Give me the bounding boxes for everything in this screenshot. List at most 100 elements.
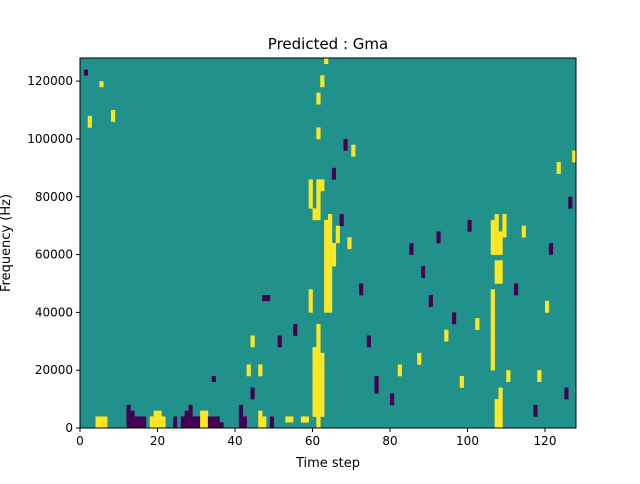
heatmap-cell bbox=[316, 358, 321, 365]
heatmap-cell bbox=[324, 231, 329, 238]
heatmap-cell bbox=[409, 248, 414, 255]
heatmap-cell bbox=[331, 248, 337, 255]
heatmap-cell bbox=[219, 422, 224, 429]
heatmap-cell bbox=[490, 347, 495, 354]
heatmap-cell bbox=[99, 81, 104, 88]
heatmap-cell bbox=[126, 422, 131, 429]
heatmap-cell bbox=[498, 260, 503, 267]
heatmap-cell bbox=[204, 410, 209, 417]
heatmap-cell bbox=[308, 179, 313, 186]
heatmap-cell bbox=[548, 248, 554, 255]
heatmap-cell bbox=[324, 237, 329, 244]
heatmap-cell bbox=[87, 121, 92, 128]
heatmap-cell bbox=[316, 364, 321, 371]
heatmap-cell bbox=[308, 185, 313, 192]
y-tick-label: 0 bbox=[65, 421, 73, 435]
heatmap-cell bbox=[188, 404, 193, 411]
heatmap-cell bbox=[343, 144, 348, 151]
heatmap-cell bbox=[324, 243, 329, 250]
heatmap-cell bbox=[312, 208, 317, 215]
heatmap-cell bbox=[490, 318, 495, 325]
heatmap-cell bbox=[328, 254, 333, 261]
heatmap-cell bbox=[366, 335, 371, 342]
heatmap-cell bbox=[324, 266, 329, 273]
plot-frame bbox=[79, 57, 577, 429]
heatmap-cell bbox=[494, 416, 499, 423]
heatmap-cell bbox=[285, 416, 290, 423]
heatmap-cell bbox=[324, 254, 329, 261]
heatmap-cell bbox=[262, 422, 267, 429]
heatmap-cell bbox=[490, 335, 495, 342]
heatmap-cell bbox=[126, 404, 131, 411]
heatmap-cell bbox=[312, 399, 317, 406]
heatmap-cell bbox=[335, 237, 340, 244]
heatmap-cell bbox=[238, 404, 244, 411]
heatmap-cell bbox=[312, 410, 317, 417]
heatmap-cell bbox=[308, 196, 313, 203]
heatmap-cell bbox=[328, 225, 333, 232]
heatmap-cell bbox=[258, 370, 263, 377]
heatmap-cell bbox=[320, 370, 325, 377]
heatmap-cell bbox=[475, 323, 480, 331]
x-tick-label: 20 bbox=[150, 434, 165, 448]
heatmap-cell bbox=[95, 416, 100, 423]
heatmap-cell bbox=[138, 422, 143, 429]
heatmap-cell bbox=[556, 167, 561, 174]
heatmap-cell bbox=[328, 306, 333, 313]
heatmap-cell bbox=[142, 416, 147, 423]
heatmap-cell bbox=[238, 422, 244, 429]
heatmap-cell bbox=[188, 410, 193, 417]
heatmap-cell bbox=[324, 271, 329, 278]
heatmap-cell bbox=[316, 329, 321, 336]
heatmap-cell bbox=[328, 300, 333, 307]
heatmap-cell bbox=[87, 115, 92, 122]
heatmap-cell bbox=[99, 416, 104, 423]
heatmap-cell bbox=[328, 214, 333, 221]
heatmap-cell bbox=[390, 399, 395, 406]
heatmap-cell bbox=[142, 422, 147, 429]
heatmap-cell bbox=[490, 225, 495, 232]
heatmap-cell bbox=[417, 352, 422, 359]
heatmap-cell bbox=[211, 422, 216, 429]
y-axis-ticks: 0 20000 40000 60000 80000 100000 120000 bbox=[27, 74, 80, 435]
heatmap-cell bbox=[130, 422, 135, 429]
heatmap-cell bbox=[324, 225, 329, 232]
x-tick-label: 120 bbox=[534, 434, 557, 448]
heatmap-cell bbox=[572, 156, 577, 163]
heatmap-cell bbox=[308, 202, 313, 209]
heatmap-cell bbox=[250, 393, 255, 400]
heatmap-cell bbox=[130, 410, 135, 417]
heatmap-cell bbox=[328, 266, 333, 273]
heatmap-cell bbox=[374, 387, 379, 394]
heatmap-cell bbox=[444, 335, 449, 342]
heatmap-cell bbox=[153, 416, 158, 423]
heatmap-cell bbox=[490, 323, 495, 331]
heatmap-cell bbox=[111, 110, 116, 117]
heatmap-cell bbox=[138, 416, 143, 423]
heatmap-cell bbox=[548, 243, 554, 250]
heatmap-cell bbox=[459, 375, 464, 383]
heatmap-cell bbox=[490, 364, 495, 371]
heatmap-cell bbox=[238, 416, 244, 423]
heatmap-cell bbox=[215, 416, 220, 423]
heatmap-cell bbox=[444, 329, 449, 336]
heatmap-cell bbox=[316, 196, 321, 203]
heatmap-cell bbox=[316, 133, 321, 140]
heatmap-cell bbox=[316, 370, 321, 377]
heatmap-cell bbox=[250, 387, 255, 394]
y-tick-label: 60000 bbox=[35, 248, 73, 262]
heatmap-cell bbox=[521, 225, 526, 232]
heatmap-cell bbox=[335, 225, 340, 232]
heatmap-cell bbox=[83, 69, 89, 76]
heatmap-cell bbox=[320, 393, 325, 400]
heatmap-cell bbox=[498, 399, 503, 406]
heatmap-cell bbox=[316, 185, 321, 192]
heatmap-cell bbox=[467, 219, 472, 226]
heatmap-cell bbox=[498, 248, 503, 255]
heatmap-cell bbox=[490, 237, 495, 244]
chart-title: Predicted : Gma bbox=[268, 35, 388, 53]
heatmap-cell bbox=[320, 375, 325, 383]
heatmap-cell bbox=[320, 404, 325, 411]
heatmap-cell bbox=[262, 295, 267, 302]
heatmap-cell bbox=[258, 416, 263, 423]
